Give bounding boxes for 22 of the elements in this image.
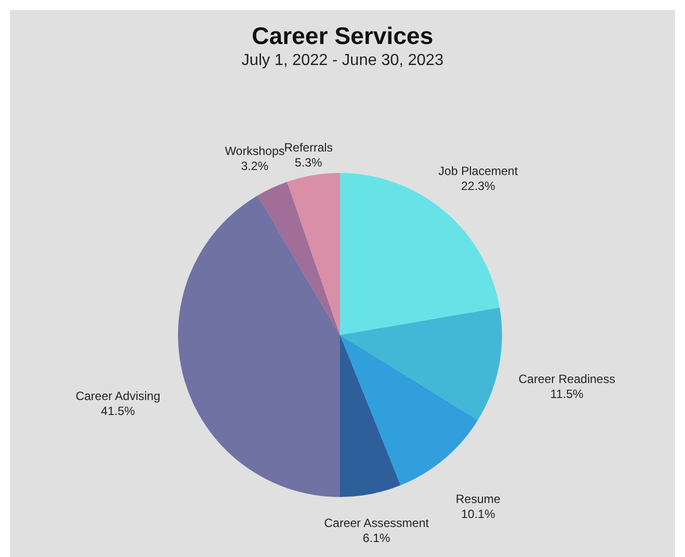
pie-slice [258,182,340,335]
slice-label: Career Assessment [324,516,430,530]
slice-label: Resume [456,492,501,506]
slice-label: Referrals [284,140,333,154]
slice-label: Workshops [224,144,285,158]
data-label: 41.5% [100,404,136,418]
slice-label: Career Readiness [518,372,616,386]
pie-slice [340,335,478,486]
pie-slice [340,335,401,497]
data-label: 3.2% [241,158,269,173]
chart-subtitle: July 1, 2022 - June 30, 2023 [242,52,444,69]
data-label: 5.3% [294,155,322,170]
pie-slice [287,173,340,335]
data-label: 22.3% [461,179,496,194]
data-label: 11.5% [550,387,584,402]
pie-slice [178,196,340,497]
chart-title: Career Services [252,23,434,50]
data-label: 6.1% [362,531,390,546]
slice-label: Career Advising [76,388,160,403]
pie-slice [340,308,502,420]
data-label: 10.1% [461,506,496,521]
slice-label: Job Placement [438,164,518,178]
